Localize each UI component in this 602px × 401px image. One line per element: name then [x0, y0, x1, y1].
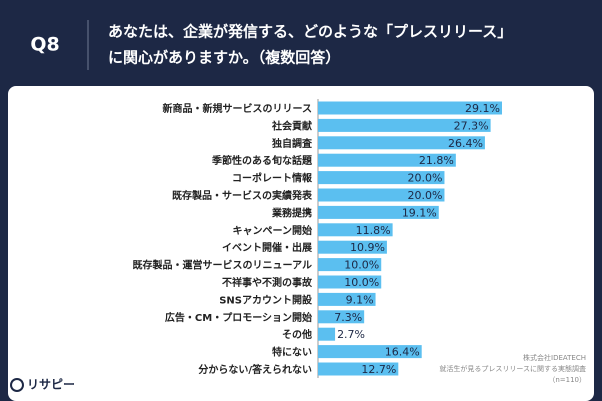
value-label: 12.7%	[361, 363, 396, 376]
category-label: 既存製品・サービスの実績発表	[172, 189, 313, 202]
category-label: 不祥事や不測の事故	[222, 276, 313, 289]
category-label: SNSアカウント開設	[219, 293, 313, 306]
category-label: 独自調査	[272, 137, 313, 150]
bar	[318, 240, 387, 254]
category-label: 新商品・新規サービスのリリース	[163, 102, 313, 115]
bar	[318, 292, 376, 306]
bar	[318, 310, 365, 324]
value-label: 10.0%	[344, 259, 379, 272]
bar	[318, 362, 399, 376]
value-label: 9.1%	[346, 293, 374, 306]
category-label: その他	[282, 328, 312, 341]
category-label: コーポレート情報	[232, 172, 313, 185]
value-label: 19.1%	[402, 206, 437, 219]
bar	[318, 188, 445, 202]
value-label: 2.7%	[337, 328, 365, 341]
value-label: 27.3%	[454, 119, 489, 132]
category-label: 社会貢献	[271, 119, 312, 132]
value-label: 20.0%	[408, 172, 443, 185]
bar	[318, 258, 382, 272]
category-label: 業務提携	[271, 206, 312, 219]
bar	[318, 275, 382, 289]
bar	[318, 101, 502, 115]
bar	[318, 345, 422, 359]
value-label: 16.4%	[385, 346, 420, 359]
value-label: 7.3%	[334, 311, 362, 324]
category-label: イベント開催・出展	[222, 241, 312, 254]
value-label: 10.0%	[344, 276, 379, 289]
bar	[318, 327, 336, 341]
source: （n=110）	[548, 376, 586, 384]
category-label: 特にない	[272, 346, 312, 359]
question-number: Q8	[30, 34, 59, 56]
question-line: あなたは、企業が発信する、どのような「プレスリリース」	[108, 23, 512, 41]
category-label: 分からない/答えられない	[198, 363, 312, 376]
bar	[318, 223, 393, 237]
bar	[318, 136, 485, 150]
value-label: 20.0%	[408, 189, 443, 202]
bar	[318, 171, 445, 185]
value-label: 11.8%	[356, 224, 391, 237]
category-label: 広告・CM・プロモーション開始	[165, 311, 312, 324]
bar	[318, 118, 491, 132]
bar	[318, 205, 439, 219]
logo-icon	[10, 378, 24, 392]
category-label: 季節性のある旬な話題	[211, 154, 313, 167]
value-label: 26.4%	[448, 137, 483, 150]
value-label: 21.8%	[419, 154, 454, 167]
category-label: 既存製品・運営サービスのリニューアル	[133, 259, 313, 272]
bar	[318, 153, 456, 167]
question-line: に関心がありますか。（複数回答）	[108, 49, 340, 67]
value-label: 10.9%	[350, 241, 385, 254]
logo: リサピー	[27, 378, 75, 392]
value-label: 29.1%	[465, 102, 500, 115]
source: 株式会社IDEATECH	[523, 353, 586, 362]
source: 就活生が見るプレスリリースに関する実態調査	[439, 364, 586, 373]
category-label: キャンペーン開始	[233, 224, 313, 237]
